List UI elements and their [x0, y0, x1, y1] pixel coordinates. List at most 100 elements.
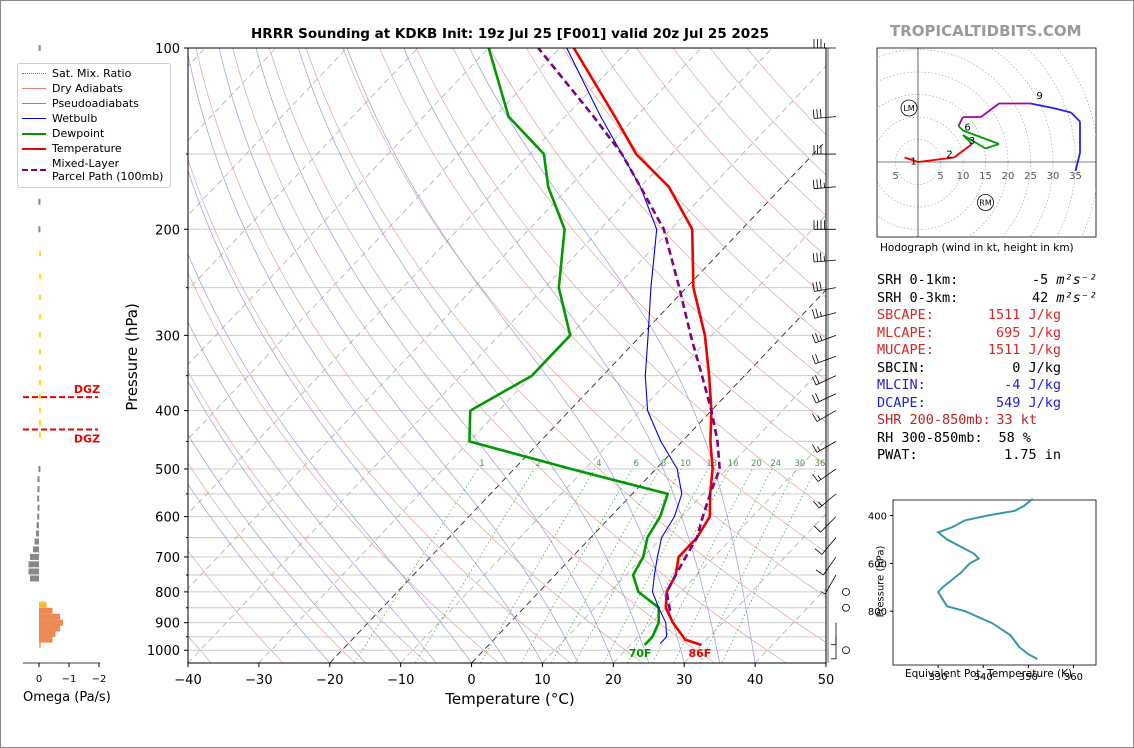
theta-e-ytick-label: 400 [868, 512, 887, 523]
y-tick-label: 600 [155, 511, 180, 526]
omega-bar [30, 575, 39, 582]
surface-temperature-label: 86F [688, 647, 711, 660]
x-tick-label: −10 [387, 673, 414, 688]
dry-adiabat [526, 48, 826, 381]
legend-label: Mixed-Layer Parcel Path (100mb) [52, 157, 164, 183]
y-tick-label: 300 [155, 329, 180, 344]
mixing-ratio-label: 8 [661, 459, 666, 469]
wind-barb [818, 493, 837, 509]
theta-e-ytick-label: 800 [868, 607, 887, 618]
wind-barb-flag [819, 281, 822, 291]
mixing-ratio-line [626, 468, 730, 663]
legend: Sat. Mix. Ratio Dry Adiabats Pseudoadiab… [17, 63, 171, 188]
theta-e-xtick-label: 330 [929, 672, 948, 683]
mixing-ratio-label: 4 [596, 459, 601, 469]
wind-barb [821, 537, 837, 555]
hodograph-tick-label: 30 [1047, 171, 1060, 182]
plot-frame [187, 47, 827, 664]
theta-e-line [936, 498, 1038, 660]
legend-label: Dewpoint [52, 127, 105, 140]
stat-row: MLCAPE: 695 J/kg [877, 325, 1097, 343]
stat-label: DCAPE: [877, 394, 926, 411]
stat-row: SRH 0-1km: -5 m²s⁻² [877, 272, 1097, 290]
hodograph-segment [1074, 152, 1081, 172]
stat-value: 1511 J/kg [987, 307, 1061, 323]
hodograph-segment [957, 125, 964, 132]
omega-bar [39, 636, 53, 643]
omega-bar [39, 365, 41, 371]
omega-bar [38, 198, 41, 205]
isotherm-line [471, 289, 826, 663]
dry-adiabat [342, 48, 826, 598]
omega-bar [37, 476, 40, 483]
stat-unit: m²s⁻² [1056, 289, 1097, 306]
theta-e-xlabel: Equivalent Pot. Temperature (K) [905, 668, 1073, 680]
wind-barb-flag [813, 500, 820, 509]
omega-bar [36, 530, 39, 537]
pseudoadiabat [218, 48, 579, 663]
omega-bar [39, 641, 41, 648]
legend-item-parcel: Mixed-Layer Parcel Path (100mb) [18, 157, 168, 185]
wind-barb-flag [811, 355, 816, 364]
stat-row: MUCAPE: 1511 J/kg [877, 342, 1097, 360]
hodograph-segment [962, 134, 986, 150]
wind-barb-flag [819, 108, 822, 118]
legend-item-dry-adiabats: Dry Adiabats [18, 82, 168, 96]
wind-barb-flag [812, 413, 818, 422]
hodograph-height-label: 9 [1036, 91, 1042, 102]
omega-bar [39, 432, 41, 438]
dry-adiabat [379, 48, 826, 553]
stat-value: 1.75 in [1004, 447, 1061, 463]
legend-item-temperature: Temperature [18, 142, 168, 156]
wind-barb-flag [814, 548, 823, 555]
omega-bar [36, 522, 39, 529]
stat-value: -4 J/kg [1004, 377, 1061, 393]
pseudoadiabat [188, 380, 401, 663]
hodograph-segment [957, 116, 964, 127]
x-tick-label: 20 [605, 673, 622, 688]
wind-barb [815, 334, 837, 344]
stat-label: MUCAPE: [877, 342, 934, 358]
stat-row: SRH 0-3km: 42 m²s⁻² [877, 290, 1097, 308]
omega-bar [39, 273, 41, 279]
wind-barb-flag [811, 376, 817, 386]
omega-bar [39, 407, 41, 413]
isotherm-line [329, 140, 826, 663]
hodograph-height-label: 1 [910, 156, 916, 167]
omega-bar [37, 513, 40, 520]
y-tick-label: 400 [155, 405, 180, 420]
series-temperature [572, 48, 714, 647]
stat-row: PWAT: 1.75 in [877, 447, 1097, 465]
dry-adiabat [562, 48, 826, 339]
isotherm-line [188, 48, 560, 440]
x-tick-label: −30 [245, 673, 272, 688]
omega-bar [39, 332, 41, 338]
hodograph-frame [876, 47, 1097, 238]
wind-barb-flag [812, 444, 818, 453]
pseudoadiabat [255, 48, 614, 663]
dry-adiabat [268, 48, 787, 663]
y-tick-label: 100 [155, 42, 180, 57]
dry-adiabat [188, 158, 571, 663]
y-tick-label: 700 [155, 551, 180, 566]
omega-bar [39, 251, 41, 257]
stat-label: MLCAPE: [877, 324, 934, 341]
mixing-ratio-label: 30 [794, 459, 805, 469]
omega-bar [39, 613, 60, 620]
omega-bar [38, 226, 41, 233]
wind-barb-flag [816, 179, 818, 189]
hodograph-tick-label: 20 [1002, 171, 1015, 182]
series-mixed-layer-parcel-path-100mb- [537, 48, 721, 612]
stat-value: 695 J/kg [995, 324, 1061, 341]
hodograph-segment [1070, 111, 1081, 123]
hodograph-height-label: 3 [969, 136, 975, 147]
mixing-ratio-label: 6 [633, 459, 638, 469]
series-dewpoint [468, 48, 669, 646]
storm-motion-label: LM [903, 104, 914, 113]
omega-bar [39, 601, 47, 608]
theta-e-xtick-label: 350 [1019, 672, 1038, 683]
storm-motion-label: RM [979, 199, 992, 208]
dry-adiabat [188, 462, 356, 663]
hodograph-tick-label: 35 [1069, 171, 1082, 182]
